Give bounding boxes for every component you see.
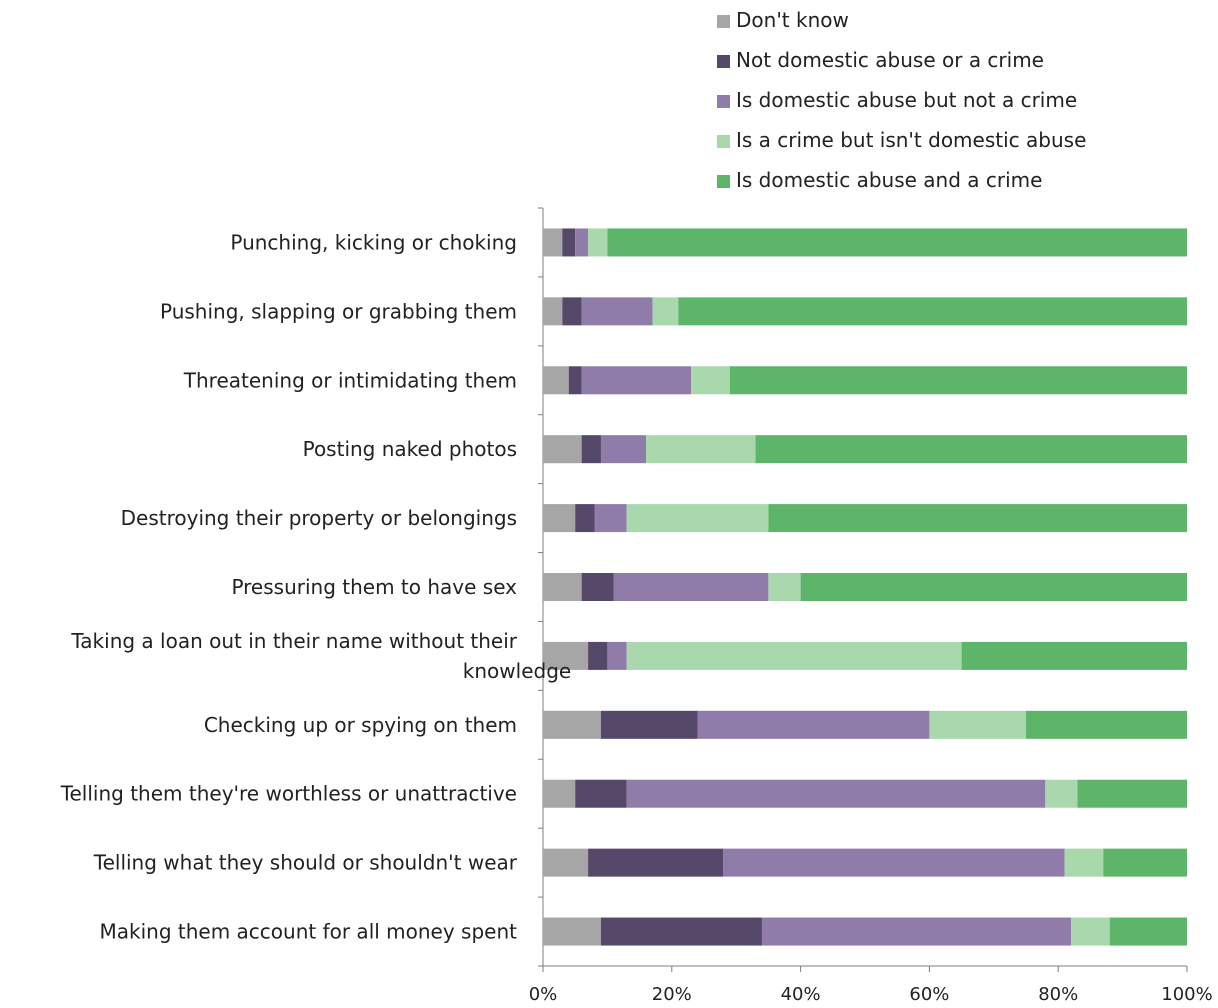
legend-swatch-2 [717, 95, 730, 108]
bar-segment-0 [543, 573, 582, 601]
bar-row [543, 917, 1187, 946]
category-label: Destroying their property or belongings [121, 506, 517, 530]
bar-segment-2 [697, 710, 930, 739]
bar-segment-3 [1045, 779, 1078, 808]
bar-segment-4 [961, 641, 1187, 670]
bar-segment-3 [652, 297, 679, 326]
bar-segment-2 [575, 228, 589, 257]
bars [543, 228, 1187, 946]
category-label: Posting naked photos [303, 437, 517, 461]
bar-segment-2 [594, 504, 627, 533]
bar-segment-4 [768, 504, 1187, 533]
bar-segment-2 [581, 366, 692, 395]
bar-segment-0 [543, 917, 601, 946]
bar-segment-3 [1064, 848, 1104, 877]
legend-swatch-4 [717, 175, 730, 188]
bar-segment-1 [562, 297, 582, 326]
bar-row [543, 504, 1187, 533]
bar-segment-2 [761, 917, 1072, 946]
bar-segment-3 [588, 228, 608, 257]
legend-label-4: Is domestic abuse and a crime [736, 168, 1042, 192]
bar-segment-1 [575, 779, 627, 808]
legend-label-3: Is a crime but isn't domestic abuse [736, 128, 1086, 152]
bar-segment-4 [800, 573, 1187, 601]
bar-segment-3 [1071, 917, 1110, 946]
x-tick-label: 0% [529, 984, 558, 1005]
legend-swatch-0 [717, 15, 730, 28]
bar-segment-0 [543, 641, 589, 670]
category-label: Pressuring them to have sex [231, 575, 517, 599]
category-label: Checking up or spying on them [204, 713, 517, 737]
bar-segment-2 [600, 435, 647, 464]
bar-segment-3 [929, 710, 1026, 739]
bar-segment-0 [543, 366, 569, 395]
bar-row [543, 848, 1187, 877]
legend: Don't know Not domestic abuse or a crime I… [717, 8, 1086, 192]
bar-segment-1 [600, 710, 698, 739]
bar-row [543, 779, 1187, 808]
bar-row [543, 297, 1187, 326]
bar-segment-4 [1026, 710, 1187, 739]
bar-segment-3 [768, 573, 801, 601]
category-label: Taking a loan out in their name without … [70, 629, 571, 683]
x-tick-label: 80% [1038, 984, 1078, 1005]
bar-segment-4 [678, 297, 1187, 326]
category-label: Telling them they're worthless or unattr… [60, 782, 517, 806]
category-label: Making them account for all money spent [100, 920, 518, 944]
legend-label-1: Not domestic abuse or a crime [736, 48, 1044, 72]
bar-segment-1 [581, 573, 614, 601]
bar-segment-2 [581, 297, 653, 326]
bar-segment-0 [543, 504, 576, 533]
bar-segment-4 [607, 228, 1187, 257]
category-label: Threatening or intimidating them [183, 368, 517, 392]
bar-segment-1 [588, 848, 724, 877]
bar-segment-2 [613, 573, 769, 601]
bar-segment-2 [607, 641, 627, 670]
bar-row [543, 641, 1187, 670]
x-tick-label: 40% [781, 984, 821, 1005]
bar-segment-1 [575, 504, 595, 533]
category-label: Pushing, slapping or grabbing them [160, 299, 517, 323]
bar-segment-3 [691, 366, 730, 395]
category-label: Telling what they should or shouldn't we… [93, 851, 518, 875]
bar-row [543, 710, 1187, 739]
bar-segment-2 [723, 848, 1065, 877]
bar-segment-0 [543, 779, 576, 808]
bar-segment-4 [1103, 848, 1187, 877]
bar-segment-0 [543, 297, 563, 326]
bar-segment-4 [729, 366, 1187, 395]
bar-segment-3 [626, 641, 962, 670]
bar-row [543, 228, 1187, 257]
legend-label-0: Don't know [736, 8, 849, 32]
x-tick-label: 100% [1161, 984, 1212, 1005]
bar-segment-4 [755, 435, 1187, 464]
bar-segment-0 [543, 710, 601, 739]
bar-row [543, 573, 1187, 601]
x-tick-label: 60% [909, 984, 949, 1005]
bar-segment-0 [543, 435, 582, 464]
legend-swatch-3 [717, 135, 730, 148]
category-label: Punching, kicking or choking [230, 230, 517, 254]
bar-segment-1 [588, 641, 608, 670]
category-labels: Punching, kicking or choking Pushing, sla… [60, 230, 572, 943]
bar-segment-4 [1077, 779, 1187, 808]
bar-row [543, 366, 1187, 395]
bar-segment-0 [543, 848, 589, 877]
x-tick-label: 20% [652, 984, 692, 1005]
bar-segment-1 [600, 917, 762, 946]
bar-segment-1 [581, 435, 601, 464]
bar-segment-0 [543, 228, 563, 257]
bar-segment-2 [626, 779, 1046, 808]
bar-segment-3 [646, 435, 756, 464]
bar-row [543, 435, 1187, 464]
axes: 0% 20% 40% 60% 80% 100% [529, 207, 1213, 1005]
bar-segment-1 [568, 366, 582, 395]
bar-segment-4 [1109, 917, 1187, 946]
bar-segment-3 [626, 504, 769, 533]
bar-segment-1 [562, 228, 576, 257]
legend-label-2: Is domestic abuse but not a crime [736, 88, 1077, 112]
legend-swatch-1 [717, 55, 730, 68]
